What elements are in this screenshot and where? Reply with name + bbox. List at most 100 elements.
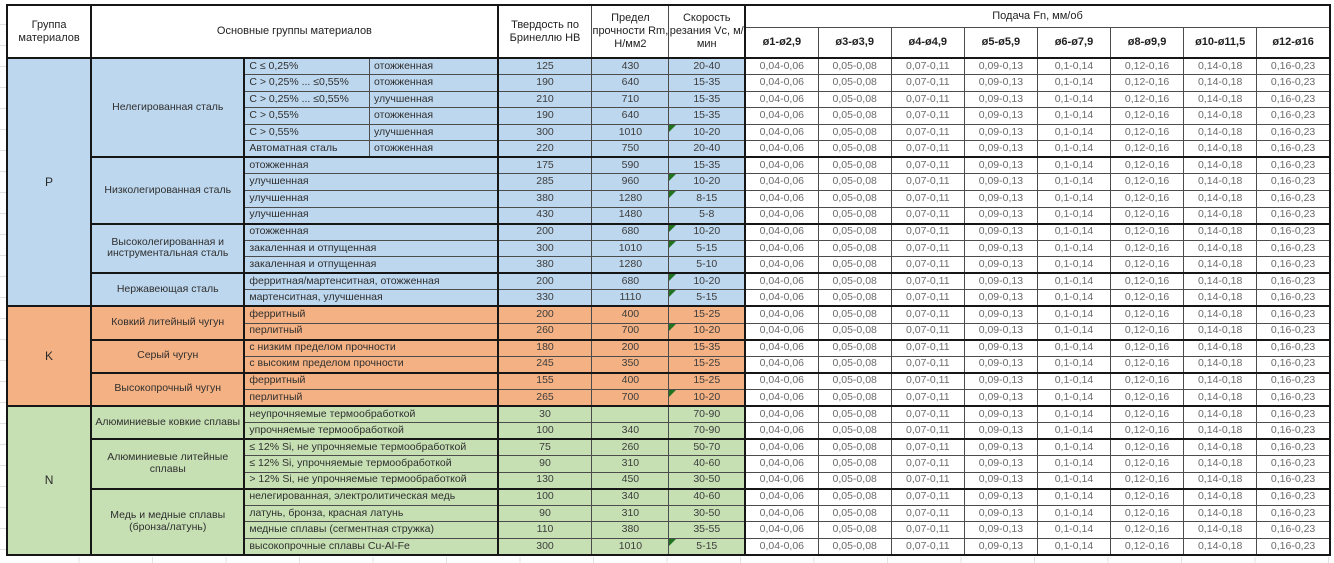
feed-value-cell[interactable]: 0,1-0,14 <box>1036 338 1112 357</box>
feed-value-cell[interactable]: 0,14-0,18 <box>1183 140 1258 158</box>
feed-value-cell[interactable]: 0,05-0,08 <box>817 57 892 76</box>
feed-value-cell[interactable]: 0,05-0,08 <box>817 156 892 175</box>
feed-value-cell[interactable]: 0,05-0,08 <box>817 521 892 539</box>
feed-value-cell[interactable]: 0,12-0,16 <box>1110 74 1185 92</box>
feed-value-cell[interactable]: 0,16-0,23 <box>1256 305 1331 324</box>
feed-value-cell[interactable]: 0,07-0,11 <box>890 107 965 125</box>
hardness-cell[interactable]: 430 <box>497 206 593 225</box>
feed-value-cell[interactable]: 0,04-0,06 <box>744 206 819 225</box>
strength-cell[interactable]: 200 <box>591 338 670 357</box>
feed-value-cell[interactable]: 0,1-0,14 <box>1036 190 1112 208</box>
feed-value-cell[interactable]: 0,04-0,06 <box>744 338 819 357</box>
feed-value-cell[interactable]: 0,12-0,16 <box>1110 222 1185 241</box>
header-feed-col[interactable]: ø12-ø16 <box>1256 26 1331 59</box>
feed-value-cell[interactable]: 0,16-0,23 <box>1256 140 1331 158</box>
feed-value-cell[interactable]: 0,09-0,13 <box>963 537 1038 556</box>
feed-value-cell[interactable]: 0,12-0,16 <box>1110 305 1185 324</box>
feed-value-cell[interactable]: 0,05-0,08 <box>817 90 892 109</box>
feed-value-cell[interactable]: 0,12-0,16 <box>1110 156 1185 175</box>
material-type-cell[interactable]: медные сплавы (сегментная стружка) <box>243 521 499 539</box>
feed-value-cell[interactable]: 0,16-0,23 <box>1256 537 1331 556</box>
strength-cell[interactable]: 430 <box>591 57 670 76</box>
feed-value-cell[interactable]: 0,16-0,23 <box>1256 421 1331 440</box>
feed-value-cell[interactable]: 0,1-0,14 <box>1036 521 1112 539</box>
feed-value-cell[interactable]: 0,05-0,08 <box>817 140 892 158</box>
feed-value-cell[interactable]: 0,04-0,06 <box>744 305 819 324</box>
strength-cell[interactable]: 310 <box>591 504 670 523</box>
strength-cell[interactable]: 960 <box>591 173 670 191</box>
material-type-cell[interactable]: Автоматная сталь <box>243 140 371 158</box>
feed-value-cell[interactable]: 0,07-0,11 <box>890 355 965 374</box>
feed-value-cell[interactable]: 0,16-0,23 <box>1256 222 1331 241</box>
feed-value-cell[interactable]: 0,1-0,14 <box>1036 156 1112 175</box>
feed-value-cell[interactable]: 0,12-0,16 <box>1110 355 1185 374</box>
feed-value-cell[interactable]: 0,1-0,14 <box>1036 437 1112 456</box>
feed-value-cell[interactable]: 0,09-0,13 <box>963 521 1038 539</box>
strength-cell[interactable]: 260 <box>591 437 670 456</box>
material-state-cell[interactable]: отожженная <box>369 107 499 125</box>
feed-value-cell[interactable]: 0,04-0,06 <box>744 371 819 390</box>
strength-cell[interactable]: 700 <box>591 322 670 341</box>
feed-value-cell[interactable]: 0,1-0,14 <box>1036 107 1112 125</box>
feed-value-cell[interactable]: 0,14-0,18 <box>1183 74 1258 92</box>
hardness-cell[interactable]: 90 <box>497 504 593 523</box>
hardness-cell[interactable]: 125 <box>497 57 593 76</box>
feed-value-cell[interactable]: 0,16-0,23 <box>1256 338 1331 357</box>
material-type-cell[interactable]: C > 0,55% <box>243 123 371 142</box>
cutting-speed-cell[interactable]: 40-60 <box>668 455 747 473</box>
feed-value-cell[interactable]: 0,1-0,14 <box>1036 90 1112 109</box>
material-type-cell[interactable]: латунь, бронза, красная латунь <box>243 504 499 523</box>
feed-value-cell[interactable]: 0,09-0,13 <box>963 404 1038 423</box>
cutting-speed-cell[interactable]: 5-15 <box>668 239 747 258</box>
feed-value-cell[interactable]: 0,05-0,08 <box>817 123 892 142</box>
feed-value-cell[interactable]: 0,07-0,11 <box>890 239 965 258</box>
feed-value-cell[interactable]: 0,12-0,16 <box>1110 471 1185 490</box>
feed-value-cell[interactable]: 0,07-0,11 <box>890 404 965 423</box>
cutting-speed-cell[interactable]: 5-15 <box>668 537 747 556</box>
feed-value-cell[interactable]: 0,07-0,11 <box>890 421 965 440</box>
hardness-cell[interactable]: 210 <box>497 90 593 109</box>
strength-cell[interactable]: 1010 <box>591 537 670 556</box>
feed-value-cell[interactable]: 0,14-0,18 <box>1183 156 1258 175</box>
feed-value-cell[interactable]: 0,16-0,23 <box>1256 272 1331 291</box>
hardness-cell[interactable]: 110 <box>497 521 593 539</box>
strength-cell[interactable]: 400 <box>591 371 670 390</box>
feed-value-cell[interactable]: 0,14-0,18 <box>1183 123 1258 142</box>
subgroup-name-cell[interactable]: Низколегированная сталь <box>90 156 246 225</box>
feed-value-cell[interactable]: 0,12-0,16 <box>1110 388 1185 407</box>
strength-cell[interactable]: 1010 <box>591 123 670 142</box>
material-type-cell[interactable]: улучшенная <box>243 206 499 225</box>
subgroup-name-cell[interactable]: Алюминиевые ковкие сплавы <box>90 404 246 440</box>
feed-value-cell[interactable]: 0,12-0,16 <box>1110 107 1185 125</box>
feed-value-cell[interactable]: 0,07-0,11 <box>890 322 965 341</box>
feed-value-cell[interactable]: 0,1-0,14 <box>1036 322 1112 341</box>
strength-cell[interactable]: 680 <box>591 222 670 241</box>
feed-value-cell[interactable]: 0,16-0,23 <box>1256 322 1331 341</box>
material-type-cell[interactable]: отожженная <box>243 156 499 175</box>
strength-cell[interactable]: 380 <box>591 521 670 539</box>
hardness-cell[interactable]: 30 <box>497 404 593 423</box>
feed-value-cell[interactable]: 0,09-0,13 <box>963 504 1038 523</box>
feed-value-cell[interactable]: 0,09-0,13 <box>963 471 1038 490</box>
strength-cell[interactable]: 400 <box>591 305 670 324</box>
feed-value-cell[interactable]: 0,04-0,06 <box>744 504 819 523</box>
material-type-cell[interactable]: ферритный <box>243 371 499 390</box>
header-hardness[interactable]: Твердость по Бринеллю HB <box>497 4 593 59</box>
feed-value-cell[interactable]: 0,07-0,11 <box>890 504 965 523</box>
hardness-cell[interactable]: 190 <box>497 107 593 125</box>
strength-cell[interactable]: 700 <box>591 388 670 407</box>
material-type-cell[interactable]: C > 0,55% <box>243 107 371 125</box>
feed-value-cell[interactable]: 0,04-0,06 <box>744 140 819 158</box>
feed-value-cell[interactable]: 0,07-0,11 <box>890 289 965 307</box>
feed-value-cell[interactable]: 0,12-0,16 <box>1110 140 1185 158</box>
feed-value-cell[interactable]: 0,04-0,06 <box>744 239 819 258</box>
feed-value-cell[interactable]: 0,07-0,11 <box>890 222 965 241</box>
feed-value-cell[interactable]: 0,09-0,13 <box>963 388 1038 407</box>
feed-value-cell[interactable]: 0,12-0,16 <box>1110 190 1185 208</box>
feed-value-cell[interactable]: 0,14-0,18 <box>1183 404 1258 423</box>
feed-value-cell[interactable]: 0,14-0,18 <box>1183 190 1258 208</box>
feed-value-cell[interactable]: 0,09-0,13 <box>963 123 1038 142</box>
strength-cell[interactable]: 450 <box>591 471 670 490</box>
feed-value-cell[interactable]: 0,09-0,13 <box>963 206 1038 225</box>
feed-value-cell[interactable]: 0,12-0,16 <box>1110 90 1185 109</box>
